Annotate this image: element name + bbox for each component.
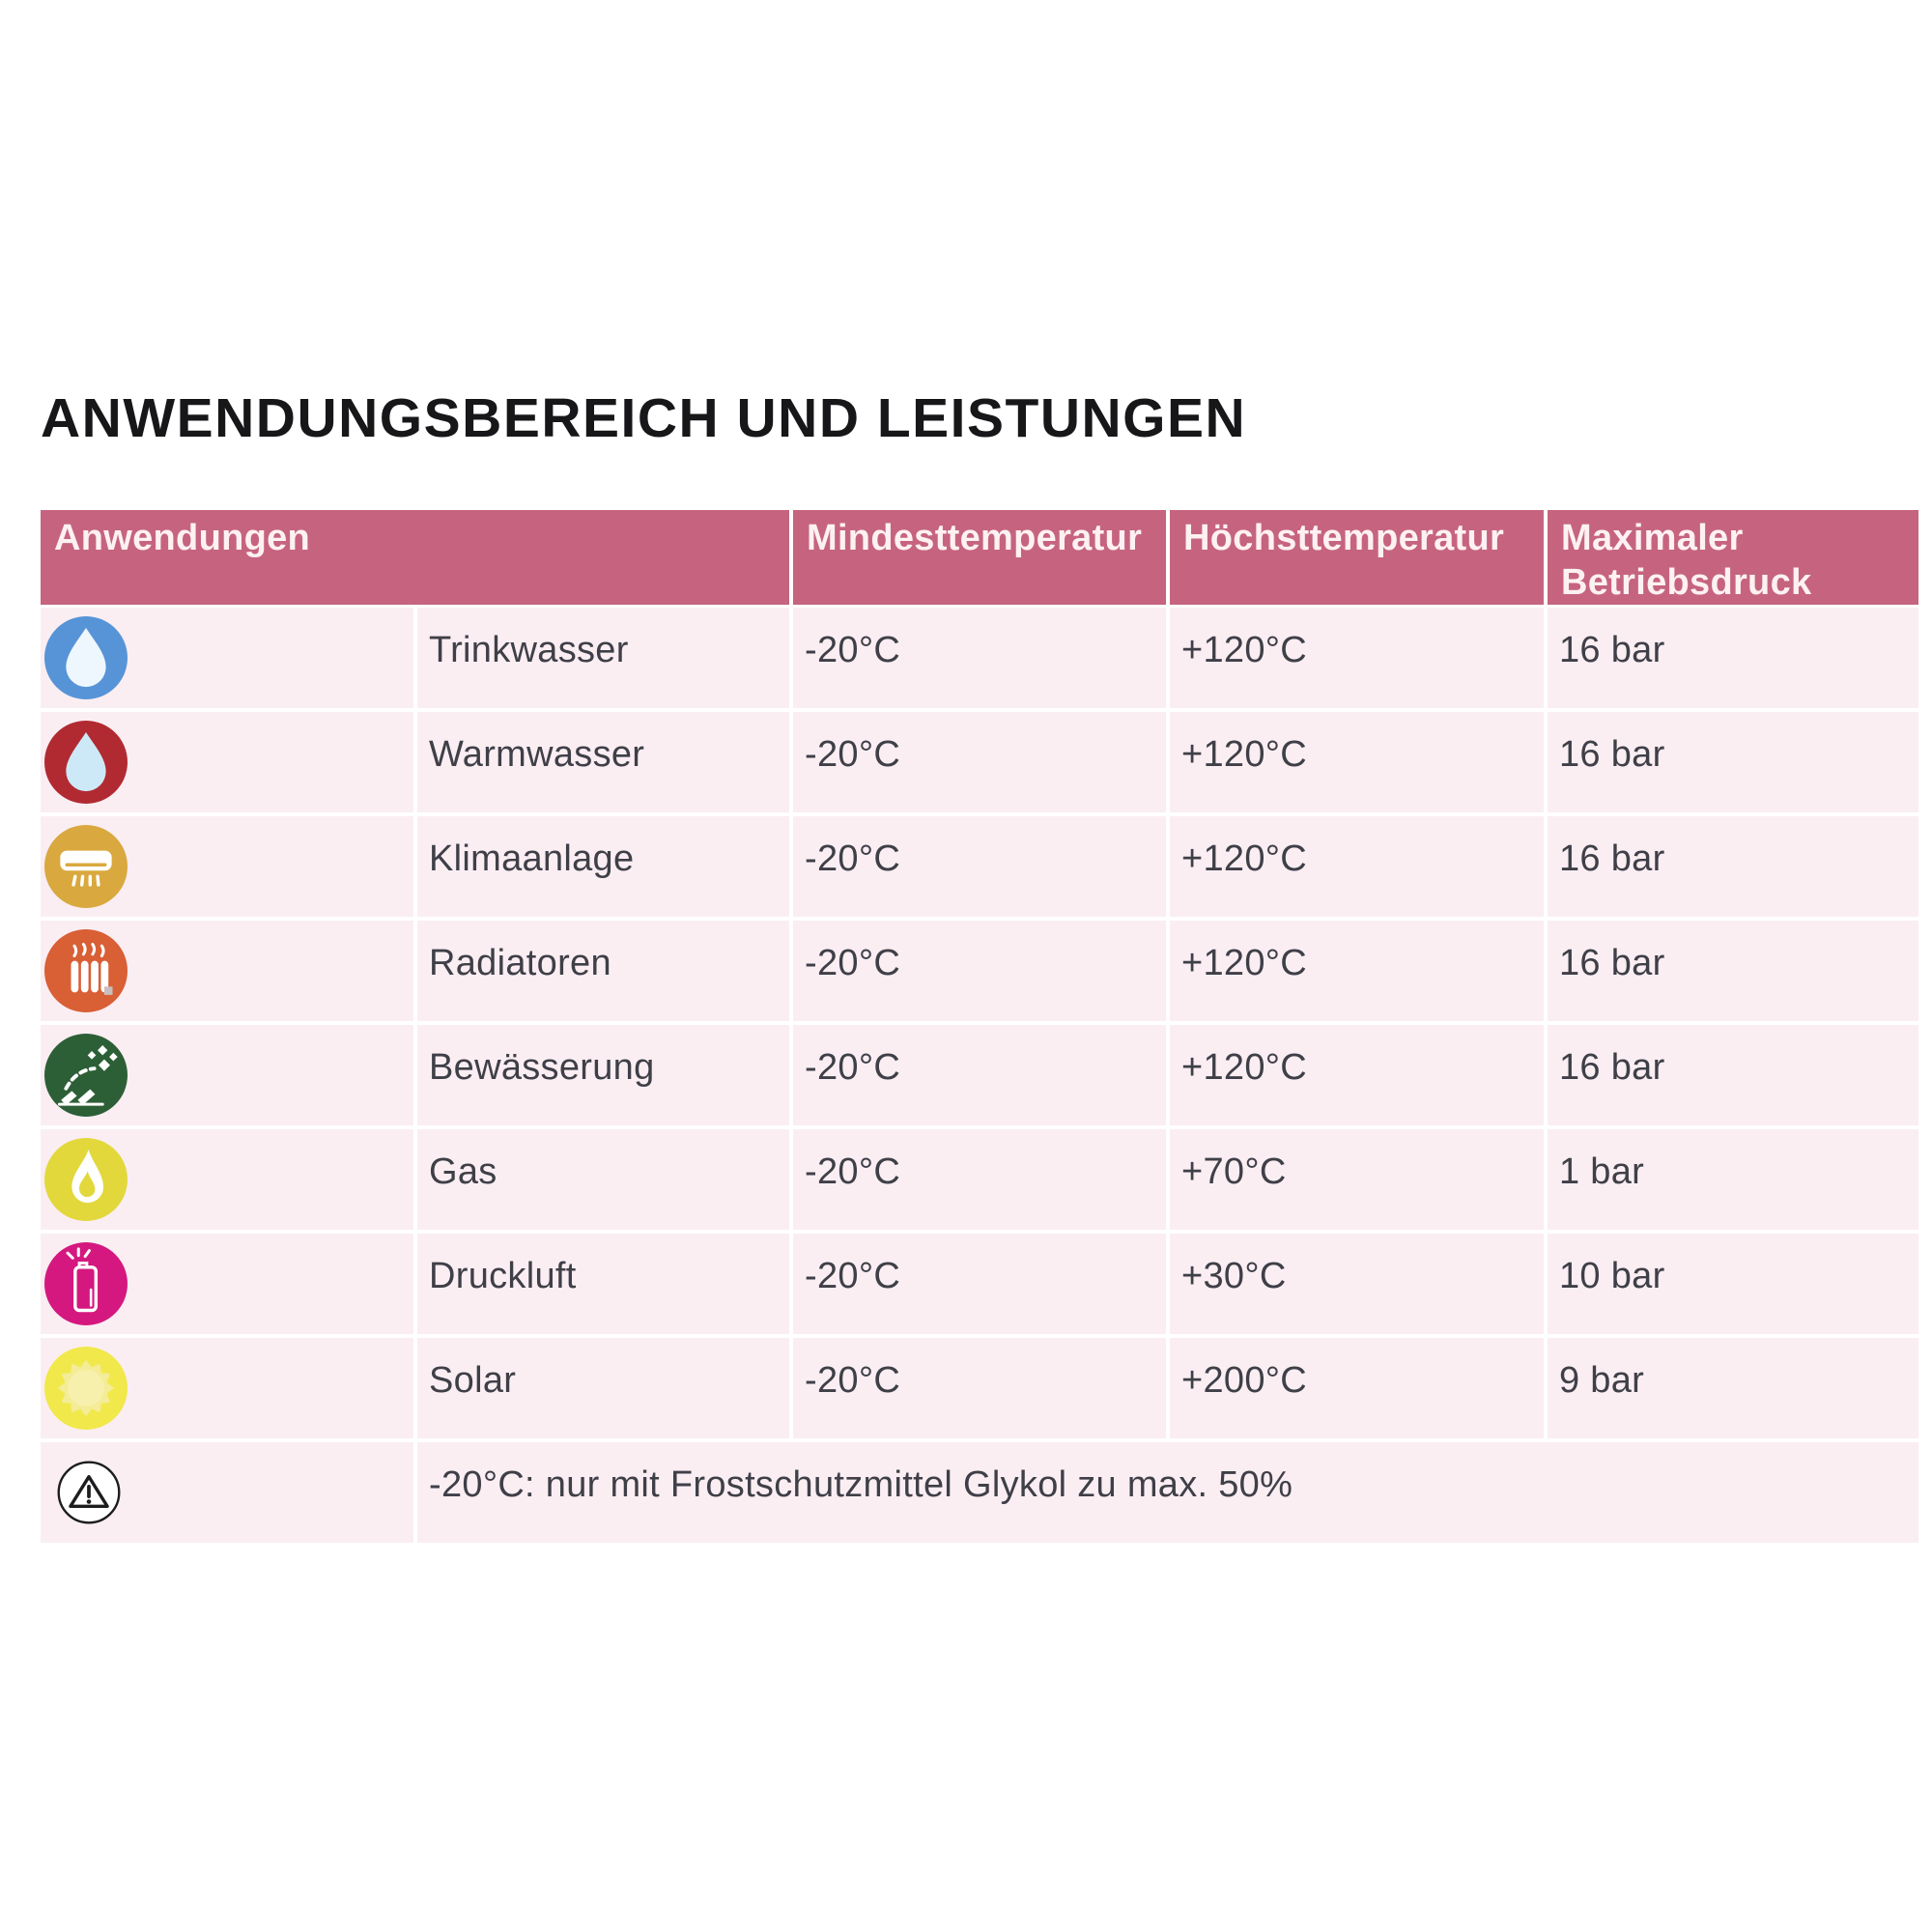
header-min-temperature: Mindesttemperatur — [793, 510, 1166, 605]
min-temperature-value: -20°C — [793, 1025, 1166, 1125]
application-name: Klimaanlage — [417, 816, 789, 917]
application-icon-cell — [41, 608, 413, 708]
application-icon-cell — [41, 712, 413, 812]
applications-table: Anwendungen Mindesttemperatur Höchsttemp… — [41, 510, 1918, 1543]
max-temperature-value: +70°C — [1170, 1129, 1544, 1230]
min-temperature-value: -20°C — [793, 921, 1166, 1021]
min-temperature-value: -20°C — [793, 816, 1166, 917]
application-name: Druckluft — [417, 1234, 789, 1334]
footnote-text: -20°C: nur mit Frostschutzmittel Glykol … — [417, 1442, 1918, 1543]
table-footnote-row: -20°C: nur mit Frostschutzmittel Glykol … — [41, 1442, 1918, 1543]
application-icon-cell — [41, 921, 413, 1021]
max-pressure-value: 16 bar — [1548, 608, 1918, 708]
header-max-pressure: Maximaler Betriebsdruck — [1548, 510, 1918, 605]
max-temperature-value: +200°C — [1170, 1338, 1544, 1438]
page-title: ANWENDUNGSBEREICH UND LEISTUNGEN — [41, 387, 1247, 449]
min-temperature-value: -20°C — [793, 1234, 1166, 1334]
max-pressure-value: 16 bar — [1548, 816, 1918, 917]
max-temperature-value: +120°C — [1170, 608, 1544, 708]
warning-icon — [57, 1461, 121, 1524]
max-pressure-value: 10 bar — [1548, 1234, 1918, 1334]
max-pressure-value: 1 bar — [1548, 1129, 1918, 1230]
max-temperature-value: +30°C — [1170, 1234, 1544, 1334]
table-row: Trinkwasser -20°C +120°C 16 bar — [41, 608, 1918, 708]
application-icon-cell — [41, 1234, 413, 1334]
sun-icon — [44, 1347, 128, 1430]
air-conditioner-icon — [44, 825, 128, 908]
table-row: Druckluft -20°C +30°C 10 bar — [41, 1234, 1918, 1334]
max-pressure-value: 16 bar — [1548, 712, 1918, 812]
application-icon-cell — [41, 816, 413, 917]
table-row: Bewässerung -20°C +120°C 16 bar — [41, 1025, 1918, 1125]
water-drop-red-icon — [44, 721, 128, 804]
table-row: Klimaanlage -20°C +120°C 16 bar — [41, 816, 1918, 917]
header-applications: Anwendungen — [41, 510, 789, 605]
application-name: Gas — [417, 1129, 789, 1230]
table-row: Solar -20°C +200°C 9 bar — [41, 1338, 1918, 1438]
min-temperature-value: -20°C — [793, 608, 1166, 708]
max-pressure-value: 16 bar — [1548, 921, 1918, 1021]
application-name: Solar — [417, 1338, 789, 1438]
water-drop-blue-icon — [44, 616, 128, 699]
table-row: Warmwasser -20°C +120°C 16 bar — [41, 712, 1918, 812]
max-pressure-value: 16 bar — [1548, 1025, 1918, 1125]
application-icon-cell — [41, 1338, 413, 1438]
max-temperature-value: +120°C — [1170, 1025, 1544, 1125]
min-temperature-value: -20°C — [793, 1129, 1166, 1230]
radiator-icon — [44, 929, 128, 1012]
application-icon-cell — [41, 1025, 413, 1125]
irrigation-icon — [44, 1034, 128, 1117]
min-temperature-value: -20°C — [793, 712, 1166, 812]
max-temperature-value: +120°C — [1170, 921, 1544, 1021]
application-name: Radiatoren — [417, 921, 789, 1021]
max-temperature-value: +120°C — [1170, 712, 1544, 812]
max-pressure-value: 9 bar — [1548, 1338, 1918, 1438]
application-name: Bewässerung — [417, 1025, 789, 1125]
application-name: Trinkwasser — [417, 608, 789, 708]
header-max-temperature: Höchsttemperatur — [1170, 510, 1544, 605]
application-icon-cell — [41, 1129, 413, 1230]
application-name: Warmwasser — [417, 712, 789, 812]
table-header-row: Anwendungen Mindesttemperatur Höchsttemp… — [41, 510, 1918, 605]
footnote-icon-cell — [41, 1442, 413, 1543]
max-temperature-value: +120°C — [1170, 816, 1544, 917]
table-row: Radiatoren -20°C +120°C 16 bar — [41, 921, 1918, 1021]
gas-flame-icon — [44, 1138, 128, 1221]
table-row: Gas -20°C +70°C 1 bar — [41, 1129, 1918, 1230]
min-temperature-value: -20°C — [793, 1338, 1166, 1438]
spray-can-icon — [44, 1242, 128, 1325]
